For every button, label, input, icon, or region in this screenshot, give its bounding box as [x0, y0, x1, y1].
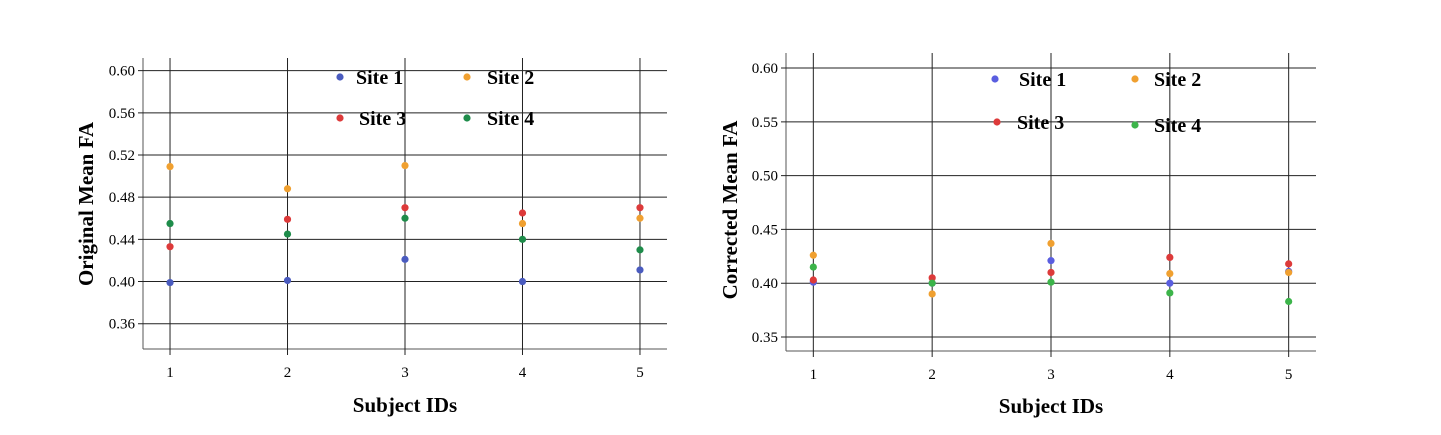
chart2-legend-marker-site-1 — [991, 75, 999, 83]
chart1-point-site-4 — [636, 246, 644, 254]
chart1-point-site-1 — [636, 266, 644, 274]
chart2-point-site-4 — [1166, 289, 1174, 297]
chart1-legend-marker-site-3 — [336, 114, 344, 122]
chart1-legend-label-site-4: Site 4 — [487, 108, 534, 130]
chart2-point-site-3 — [1166, 253, 1174, 262]
chart1-x-tick-label: 5 — [636, 365, 644, 381]
chart1-y-tick-label: 0.60 — [109, 64, 135, 80]
chart1-point-site-2 — [636, 214, 644, 222]
chart2-point-site-3 — [1047, 268, 1055, 277]
chart1-y-tick-label: 0.36 — [109, 317, 136, 333]
chart2-point-site-2 — [809, 251, 817, 259]
chart1-point-site-2 — [166, 162, 174, 171]
chart1-x-axis-title: Subject IDs — [353, 393, 457, 417]
chart2-y-tick-label: 0.45 — [752, 222, 778, 238]
chart2-point-site-4 — [1047, 278, 1055, 286]
chart1-point-site-3 — [636, 204, 644, 212]
chart1-point-site-4 — [283, 230, 292, 238]
chart2-x-tick-label: 2 — [928, 367, 936, 383]
chart2-legend-label-site-1: Site 1 — [1019, 69, 1066, 91]
chart1-legend-label-site-3: Site 3 — [359, 108, 406, 130]
chart1-y-tick-label: 0.44 — [109, 232, 136, 248]
chart1-y-axis-title: Original Mean FA — [74, 121, 98, 286]
chart1-x-tick-label: 2 — [284, 365, 292, 381]
chart1-point-site-2 — [283, 185, 292, 193]
chart2-point-site-2 — [1285, 268, 1293, 277]
chart2-x-axis-title: Subject IDs — [999, 394, 1103, 418]
chart2-point-site-1 — [1047, 257, 1055, 265]
chart2-x-tick-label: 4 — [1166, 367, 1174, 383]
chart1-point-site-2 — [401, 161, 409, 170]
chart2-point-site-4 — [809, 263, 817, 271]
chart1-point-site-1 — [518, 277, 527, 286]
chart2-legend-marker-site-2 — [1131, 75, 1139, 83]
chart1-y-tick-label: 0.40 — [109, 275, 135, 291]
chart1-point-site-3 — [401, 204, 409, 212]
chart2-legend-label-site-4: Site 4 — [1154, 115, 1201, 137]
chart1-point-site-4 — [518, 235, 527, 243]
chart2-point-site-3 — [928, 274, 936, 282]
chart2-y-tick-label: 0.60 — [752, 61, 778, 77]
chart2-point-site-2 — [1166, 269, 1174, 278]
chart2-point-site-3 — [1285, 260, 1293, 268]
chart2-point-site-1 — [1166, 279, 1174, 287]
chart1-point-site-4 — [401, 214, 409, 222]
chart2-x-tick-label: 5 — [1285, 367, 1293, 383]
chart2-point-site-2 — [1047, 239, 1055, 248]
chart1-point-site-2 — [518, 219, 527, 228]
chart2-y-axis-title: Corrected Mean FA — [718, 120, 742, 300]
chart1-point-site-1 — [283, 276, 292, 285]
chart1-point-site-3 — [518, 209, 527, 217]
chart1-x-tick-label: 4 — [519, 365, 527, 381]
chart2-x-tick-label: 3 — [1047, 367, 1055, 383]
chart2-y-tick-label: 0.40 — [752, 276, 778, 292]
chart1-y-tick-label: 0.56 — [109, 106, 136, 122]
chart1-point-site-4 — [166, 219, 174, 228]
chart2-point-site-4 — [1285, 297, 1293, 306]
chart2-y-tick-label: 0.55 — [752, 115, 778, 131]
chart1-legend-marker-site-4 — [463, 114, 471, 122]
chart1-y-tick-label: 0.48 — [109, 190, 135, 206]
chart1-point-site-1 — [401, 255, 409, 263]
chart2-point-site-3 — [809, 276, 817, 284]
chart2-y-tick-label: 0.35 — [752, 330, 778, 346]
chart2-legend-marker-site-4 — [1131, 121, 1139, 129]
chart2-point-site-4 — [928, 279, 936, 287]
chart1-legend-marker-site-1 — [336, 73, 344, 81]
chart2-x-tick-label: 1 — [810, 367, 818, 383]
chart2-legend-label-site-2: Site 2 — [1154, 69, 1201, 91]
chart1-x-tick-label: 3 — [401, 365, 409, 381]
chart1-y-tick-label: 0.52 — [109, 148, 135, 164]
chart1-point-site-3 — [283, 215, 292, 223]
chart2-legend-marker-site-3 — [993, 118, 1001, 126]
chart1-point-site-3 — [166, 243, 174, 251]
chart2-legend-label-site-3: Site 3 — [1017, 112, 1064, 134]
chart1-x-tick-label: 1 — [166, 365, 174, 381]
chart2-y-tick-label: 0.50 — [752, 169, 778, 185]
chart1-legend-label-site-2: Site 2 — [487, 67, 534, 89]
chart1-point-site-1 — [166, 278, 174, 287]
chart1-legend-label-site-1: Site 1 — [356, 67, 403, 89]
chart2-point-site-2 — [928, 290, 936, 298]
chart1-legend-marker-site-2 — [463, 73, 471, 81]
